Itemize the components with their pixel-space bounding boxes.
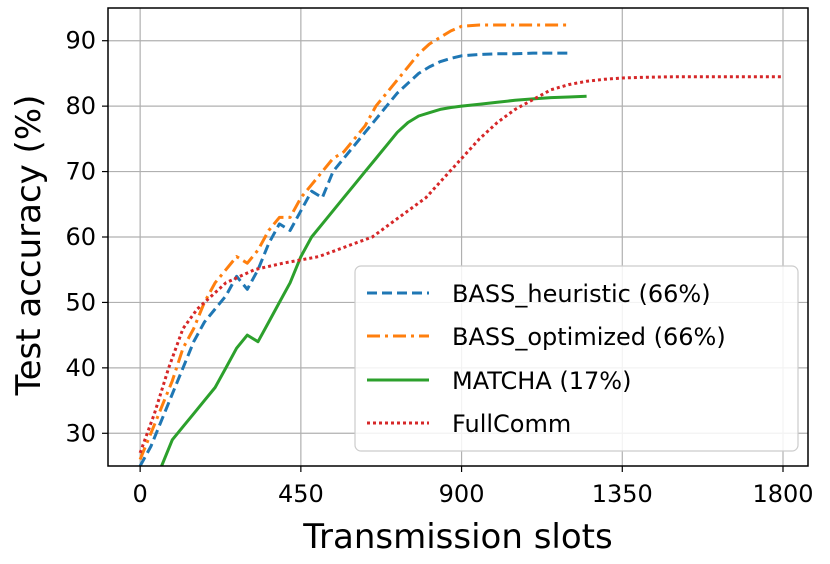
- x-tick-label: 0: [133, 480, 148, 508]
- legend-label-bass-optimized: BASS_optimized (66%): [452, 323, 726, 351]
- y-tick-label: 70: [65, 158, 96, 186]
- x-tick-label: 1800: [752, 480, 813, 508]
- x-tick-label: 450: [278, 480, 324, 508]
- y-tick-label: 60: [65, 223, 96, 251]
- x-axis-title: Transmission slots: [302, 517, 612, 557]
- y-tick-label: 80: [65, 92, 96, 120]
- series-layer: [138, 23, 783, 466]
- y-tick-label: 30: [65, 419, 96, 447]
- x-tick-label: 1350: [592, 480, 653, 508]
- x-tick-label: 900: [439, 480, 485, 508]
- series-bass-heuristic-line: [138, 51, 569, 466]
- y-tick-label: 90: [65, 27, 96, 55]
- legend-label-matcha: MATCHA (17%): [452, 367, 631, 395]
- legend-label-bass-heuristic: BASS_heuristic (66%): [452, 280, 711, 308]
- y-tick-label: 40: [65, 354, 96, 382]
- y-axis-title: Test accuracy (%): [9, 95, 49, 397]
- y-tick-label: 50: [65, 288, 96, 316]
- legend: BASS_heuristic (66%) BASS_optimized (66%…: [354, 265, 799, 452]
- series-bass-optimized-line: [138, 23, 569, 461]
- series-matcha-line: [159, 94, 587, 466]
- ticks: 0 450 900 1350 1800 30 40 50 60 70 80 90: [65, 27, 813, 508]
- legend-box: [354, 265, 799, 452]
- legend-label-fullcomm: FullComm: [452, 410, 571, 438]
- series-fullcomm-line: [138, 75, 783, 454]
